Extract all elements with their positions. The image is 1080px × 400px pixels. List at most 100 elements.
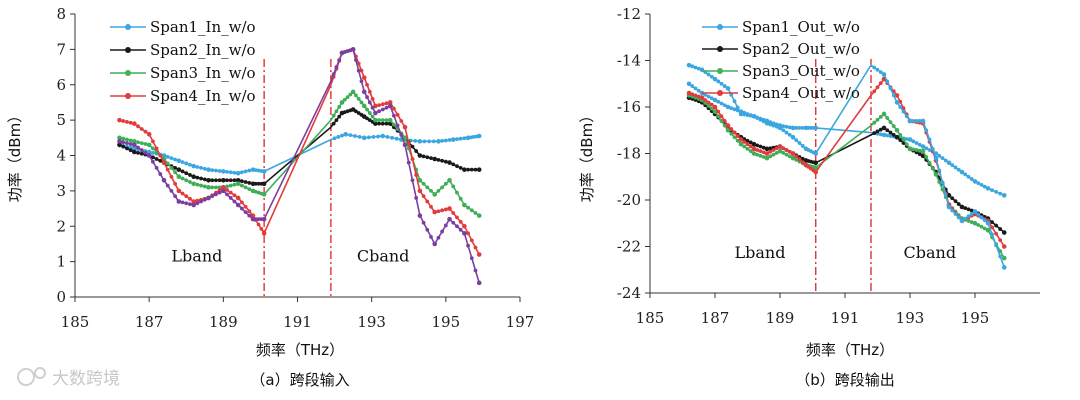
- data-point: [146, 142, 152, 148]
- band-label: Lband: [735, 243, 786, 262]
- data-point: [455, 137, 459, 142]
- data-point: [959, 204, 965, 210]
- legend-swatch-marker: [125, 47, 131, 53]
- data-point: [787, 154, 792, 159]
- data-point: [466, 205, 470, 210]
- chart-caption: （a）跨段输入: [250, 371, 349, 389]
- data-point: [758, 144, 763, 149]
- data-point: [417, 188, 423, 194]
- data-point: [768, 154, 773, 159]
- legend-entry: Span2_Out_w/o: [742, 40, 860, 58]
- data-point: [367, 89, 372, 94]
- data-point: [748, 140, 753, 145]
- data-point: [342, 97, 347, 102]
- data-point: [239, 183, 244, 188]
- data-point: [888, 134, 893, 138]
- data-point: [924, 128, 929, 133]
- data-point: [150, 150, 155, 155]
- data-point: [703, 101, 708, 105]
- data-point: [387, 103, 393, 109]
- data-point: [169, 156, 174, 161]
- data-point: [696, 88, 701, 93]
- data-point: [117, 117, 122, 123]
- data-point: [132, 139, 137, 144]
- data-point: [745, 142, 750, 147]
- data-point: [979, 215, 984, 220]
- data-point: [907, 146, 913, 152]
- data-point: [150, 159, 155, 164]
- data-point: [462, 136, 467, 141]
- legend-swatch-marker: [717, 68, 723, 74]
- data-point: [225, 188, 229, 192]
- watermark-logo-icon: [17, 368, 35, 386]
- data-point: [894, 134, 900, 140]
- data-point: [384, 105, 389, 110]
- data-point: [256, 217, 261, 222]
- data-point: [473, 245, 478, 250]
- data-point: [901, 109, 906, 114]
- data-point: [950, 196, 955, 201]
- data-point: [139, 151, 144, 156]
- data-point: [225, 178, 229, 183]
- x-tick-label: 193: [357, 313, 386, 331]
- data-point: [898, 99, 903, 104]
- data-point: [443, 181, 448, 186]
- data-point: [184, 201, 189, 206]
- data-point: [139, 148, 144, 153]
- chart-panel-b: -24 -22 -20 -18 -16 -14 -12 185 187 189 191 193 195 S…: [578, 5, 1040, 389]
- data-point: [761, 145, 766, 150]
- data-point: [699, 95, 705, 100]
- x-tick-label: 185: [61, 313, 90, 331]
- data-point: [206, 167, 211, 172]
- data-point: [443, 207, 448, 212]
- data-point: [365, 107, 369, 112]
- data-point: [712, 104, 718, 110]
- data-point: [432, 241, 438, 247]
- data-point: [402, 135, 408, 141]
- data-point: [969, 220, 974, 224]
- data-point: [191, 199, 196, 204]
- data-point: [907, 137, 913, 142]
- data-point: [891, 133, 896, 137]
- data-point: [959, 169, 965, 175]
- data-point: [443, 223, 448, 228]
- data-point: [377, 103, 381, 107]
- data-point: [1001, 265, 1007, 270]
- data-point: [771, 123, 776, 128]
- data-point: [693, 86, 698, 91]
- data-point: [927, 148, 932, 152]
- data-point: [924, 146, 929, 151]
- data-point: [466, 167, 470, 172]
- data-point: [169, 165, 174, 170]
- data-point: [121, 140, 126, 145]
- data-point: [367, 111, 372, 115]
- data-point: [794, 157, 799, 162]
- data-point: [998, 227, 1003, 231]
- data-point: [413, 139, 418, 143]
- data-point: [725, 123, 731, 128]
- data-point: [370, 114, 375, 119]
- x-tick-label: 191: [283, 313, 312, 331]
- data-point: [781, 128, 786, 133]
- data-point: [994, 231, 999, 236]
- data-point: [235, 195, 241, 201]
- data-point: [331, 72, 336, 77]
- data-point: [261, 192, 267, 197]
- data-point: [417, 139, 423, 144]
- data-point: [392, 106, 396, 111]
- data-point: [343, 131, 349, 137]
- data-point: [813, 165, 819, 170]
- data-point: [914, 148, 919, 152]
- data-point: [354, 58, 358, 62]
- data-point: [800, 144, 805, 148]
- data-point: [161, 177, 167, 183]
- data-point: [969, 208, 974, 213]
- y-tick-label: 3: [56, 182, 66, 200]
- data-point: [422, 139, 427, 144]
- data-point: [132, 146, 137, 151]
- data-point: [722, 84, 727, 88]
- data-point: [994, 223, 999, 228]
- data-point: [402, 142, 408, 148]
- data-point: [165, 167, 170, 172]
- data-point: [920, 118, 926, 124]
